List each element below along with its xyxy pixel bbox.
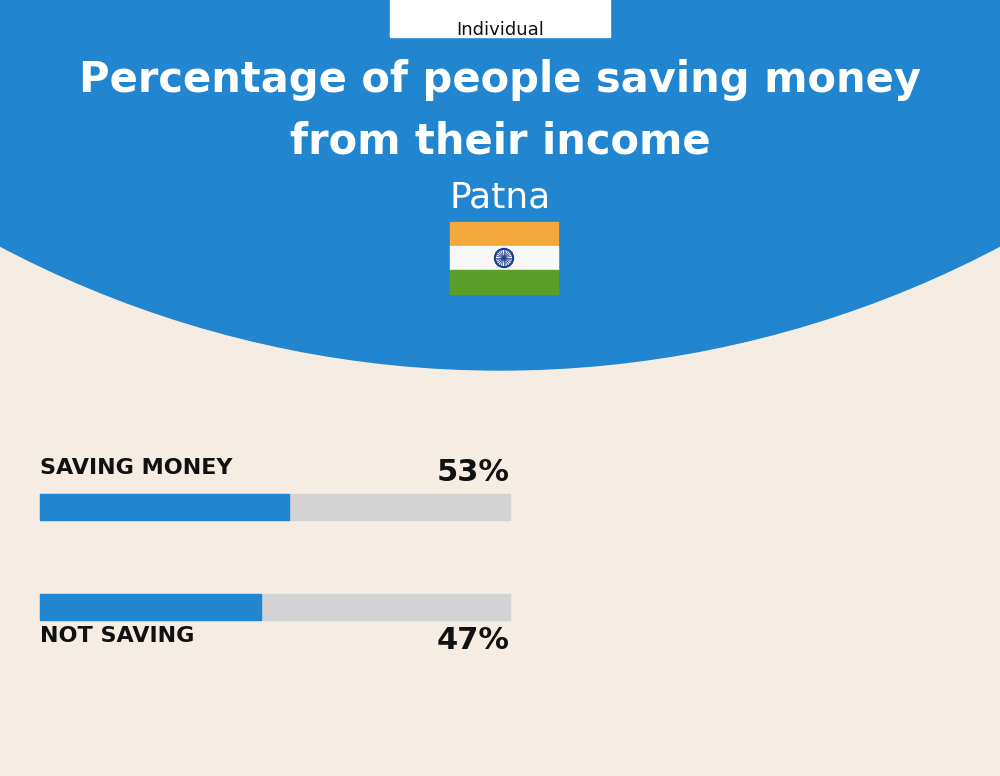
Bar bbox=[450, 222, 558, 246]
Bar bbox=[40, 594, 510, 620]
Text: 53%: 53% bbox=[437, 458, 510, 487]
Text: 47%: 47% bbox=[437, 626, 510, 655]
Text: NOT SAVING: NOT SAVING bbox=[40, 626, 194, 646]
Text: Percentage of people saving money: Percentage of people saving money bbox=[79, 59, 921, 101]
Bar bbox=[450, 270, 558, 294]
Bar bbox=[40, 494, 289, 520]
Text: Patna: Patna bbox=[449, 181, 551, 215]
Text: SAVING MONEY: SAVING MONEY bbox=[40, 458, 232, 478]
Bar bbox=[40, 494, 510, 520]
Text: from their income: from their income bbox=[290, 121, 710, 163]
Text: Individual: Individual bbox=[456, 21, 544, 39]
Bar bbox=[450, 246, 558, 270]
Bar bbox=[40, 594, 261, 620]
Bar bbox=[390, 0, 610, 37]
Circle shape bbox=[0, 0, 1000, 370]
